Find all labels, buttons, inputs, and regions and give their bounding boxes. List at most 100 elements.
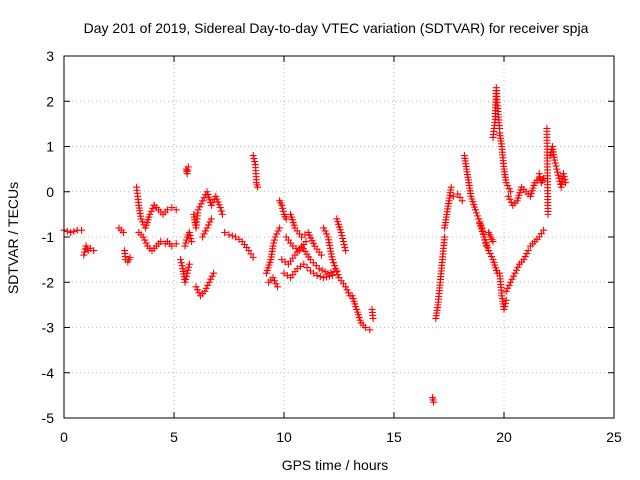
data-point bbox=[67, 228, 75, 236]
data-point bbox=[204, 221, 212, 229]
data-point bbox=[560, 173, 568, 181]
data-point bbox=[504, 284, 512, 292]
data-point bbox=[138, 218, 146, 226]
data-point bbox=[142, 239, 150, 247]
data-point bbox=[279, 207, 287, 215]
data-point bbox=[270, 277, 278, 285]
data-point bbox=[507, 278, 515, 286]
data-point bbox=[202, 284, 210, 292]
data-point bbox=[204, 281, 212, 289]
data-point bbox=[182, 236, 190, 244]
data-point bbox=[447, 183, 455, 191]
data-point bbox=[63, 227, 71, 235]
y-tick-label: 2 bbox=[46, 93, 54, 109]
data-point bbox=[540, 226, 548, 234]
data-point bbox=[502, 179, 510, 187]
data-point bbox=[184, 266, 192, 274]
y-tick-label: -2 bbox=[42, 274, 55, 290]
data-point bbox=[199, 233, 207, 241]
data-point bbox=[501, 299, 509, 307]
data-point bbox=[561, 176, 569, 184]
y-tick-label: -5 bbox=[42, 410, 55, 426]
data-point bbox=[540, 174, 548, 182]
data-point bbox=[273, 230, 281, 238]
data-point bbox=[228, 232, 236, 240]
data-point bbox=[535, 170, 543, 178]
data-point bbox=[270, 239, 278, 247]
data-point bbox=[325, 272, 333, 280]
data-point bbox=[507, 198, 515, 206]
y-axis-label: SDTVAR / TECUs bbox=[5, 182, 21, 294]
data-point bbox=[207, 201, 215, 209]
data-point bbox=[157, 238, 165, 246]
data-point bbox=[181, 242, 189, 250]
data-point bbox=[278, 201, 286, 209]
data-point bbox=[196, 203, 204, 211]
data-point bbox=[430, 398, 438, 406]
data-point bbox=[207, 215, 215, 223]
data-point bbox=[273, 283, 281, 291]
data-point bbox=[271, 233, 279, 241]
data-point bbox=[324, 269, 332, 277]
data-point bbox=[449, 192, 457, 200]
y-tick-label: -1 bbox=[42, 229, 55, 245]
data-point bbox=[342, 283, 350, 291]
data-point bbox=[330, 259, 337, 267]
data-point bbox=[254, 183, 262, 191]
data-point bbox=[206, 218, 214, 226]
data-point bbox=[328, 256, 336, 264]
data-point bbox=[139, 233, 147, 241]
data-point bbox=[339, 238, 347, 246]
data-point bbox=[200, 230, 208, 238]
data-point bbox=[486, 250, 494, 258]
data-point bbox=[505, 281, 513, 289]
data-point bbox=[217, 207, 225, 215]
data-point bbox=[313, 271, 321, 279]
data-point bbox=[185, 228, 193, 236]
data-point bbox=[500, 305, 508, 313]
data-point bbox=[458, 197, 466, 205]
data-point bbox=[182, 239, 190, 247]
data-point bbox=[328, 271, 336, 279]
data-point bbox=[279, 204, 287, 212]
data-point bbox=[551, 156, 559, 164]
data-point bbox=[147, 207, 155, 215]
data-point bbox=[177, 256, 185, 264]
data-point bbox=[505, 185, 513, 193]
data-point bbox=[554, 171, 562, 179]
data-point bbox=[544, 210, 552, 218]
data-point bbox=[270, 236, 278, 244]
data-point bbox=[551, 159, 559, 167]
data-point bbox=[181, 278, 189, 286]
data-point bbox=[250, 155, 258, 163]
data-point bbox=[488, 253, 496, 261]
data-point bbox=[216, 204, 224, 212]
data-point bbox=[146, 210, 154, 218]
data-point bbox=[485, 247, 493, 255]
data-point bbox=[315, 265, 323, 273]
data-point bbox=[501, 302, 509, 310]
data-point bbox=[521, 253, 529, 261]
data-point bbox=[343, 286, 351, 294]
data-point bbox=[70, 227, 78, 235]
data-point bbox=[339, 235, 347, 243]
data-point bbox=[504, 192, 512, 200]
data-point bbox=[208, 272, 216, 280]
x-axis-label: GPS time / hours bbox=[282, 457, 389, 473]
data-point bbox=[338, 231, 346, 239]
data-point bbox=[185, 260, 193, 268]
data-point bbox=[369, 314, 377, 322]
x-tick-label: 25 bbox=[606, 429, 622, 445]
data-point bbox=[200, 194, 208, 202]
data-point bbox=[559, 170, 567, 178]
data-point bbox=[441, 233, 449, 241]
data-point bbox=[309, 259, 317, 267]
data-point bbox=[342, 247, 350, 255]
data-point bbox=[183, 269, 191, 277]
data-point bbox=[178, 262, 186, 270]
data-point bbox=[316, 273, 324, 281]
data-point bbox=[141, 236, 149, 244]
data-point bbox=[182, 272, 190, 280]
data-point bbox=[251, 158, 259, 166]
